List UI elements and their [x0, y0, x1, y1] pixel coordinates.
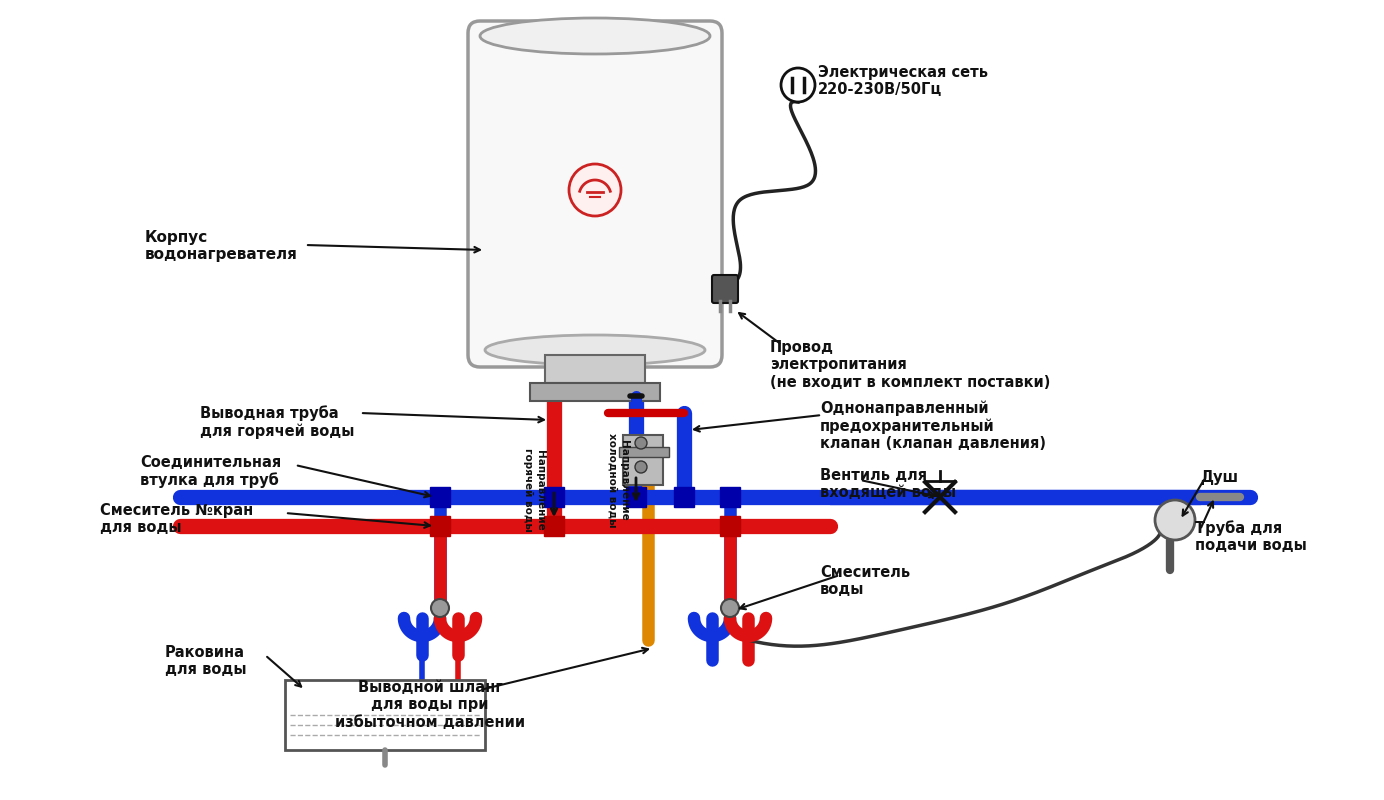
Ellipse shape	[484, 335, 704, 365]
Bar	[720, 487, 740, 507]
Bar	[430, 516, 450, 536]
Circle shape	[721, 599, 739, 617]
FancyBboxPatch shape	[711, 275, 738, 303]
Text: Смеситель
воды: Смеситель воды	[819, 565, 911, 598]
Bar	[545, 355, 645, 383]
Text: Однонаправленный
предохранительный
клапан (клапан давления): Однонаправленный предохранительный клапа…	[819, 400, 1046, 451]
Text: Соединительная
втулка для труб: Соединительная втулка для труб	[140, 455, 281, 488]
Text: Электрическая сеть
220-230В/50Гц: Электрическая сеть 220-230В/50Гц	[818, 65, 988, 98]
Bar	[674, 487, 693, 507]
Text: Вентиль для
входящей воды: Вентиль для входящей воды	[819, 468, 956, 501]
Text: Раковина
для воды: Раковина для воды	[165, 645, 246, 678]
Circle shape	[1156, 500, 1194, 540]
Text: Направление
горячей воды: Направление горячей воды	[523, 448, 545, 532]
Circle shape	[781, 68, 815, 102]
Text: Провод
электропитания
(не входит в комплект поставки): Провод электропитания (не входит в компл…	[770, 340, 1050, 390]
Bar	[619, 447, 668, 457]
Text: Труба для
подачи воды: Труба для подачи воды	[1194, 520, 1306, 553]
Bar	[544, 487, 565, 507]
Bar	[623, 435, 663, 485]
Ellipse shape	[480, 18, 710, 54]
Circle shape	[635, 437, 646, 449]
Bar	[626, 487, 646, 507]
FancyBboxPatch shape	[468, 21, 722, 367]
Circle shape	[569, 164, 621, 216]
Text: Корпус
водонагревателя: Корпус водонагревателя	[145, 230, 298, 262]
Text: Душ: Душ	[1200, 470, 1239, 485]
Bar	[530, 383, 660, 401]
Text: Выводной шланг
для воды при
избыточном давлении: Выводной шланг для воды при избыточном д…	[335, 680, 525, 730]
Circle shape	[635, 461, 646, 473]
Text: Смеситель №кран
для воды: Смеситель №кран для воды	[100, 503, 253, 535]
Bar	[430, 487, 450, 507]
Bar	[285, 680, 484, 750]
Bar	[720, 516, 740, 536]
Text: Направление
холодной воды: Направление холодной воды	[608, 433, 628, 527]
Text: Выводная труба
для горячей воды: Выводная труба для горячей воды	[201, 405, 354, 438]
Circle shape	[430, 599, 448, 617]
Bar	[544, 516, 565, 536]
